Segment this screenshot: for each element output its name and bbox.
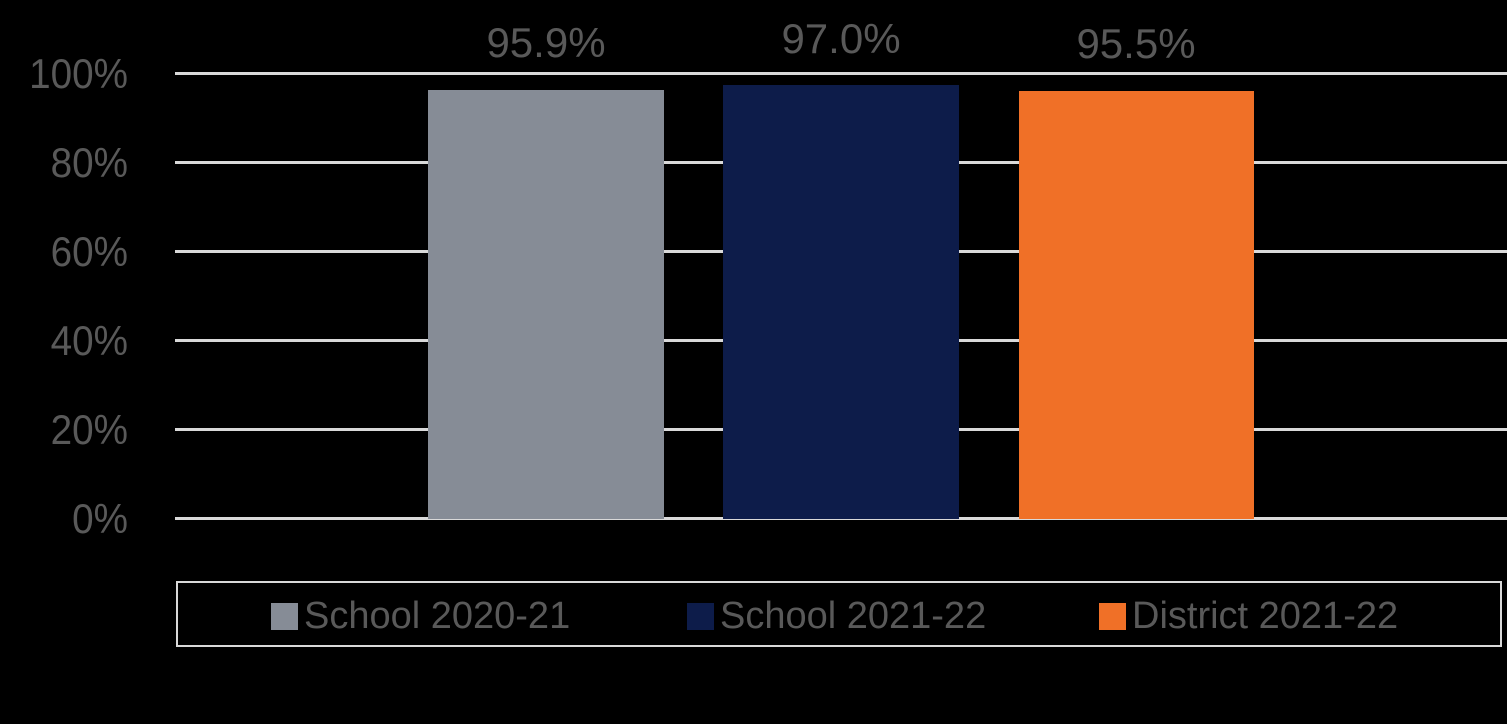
data-label-district-2021-22: 95.5% — [1076, 20, 1196, 67]
bar-school-2020-21 — [428, 90, 664, 519]
data-label-school-2020-21: 95.9% — [486, 19, 606, 66]
bar-school-2021-22 — [723, 85, 959, 519]
legend-label: School 2020-21 — [304, 595, 571, 637]
legend-swatch-gray — [271, 602, 298, 630]
data-label-school-2021-22: 97.0% — [781, 15, 901, 62]
bar-district-2021-22 — [1019, 91, 1254, 519]
legend-item-school-2021-22: School 2021-22 — [687, 583, 986, 649]
legend-label: School 2021-22 — [720, 595, 987, 637]
y-tick-100: 100% — [29, 50, 128, 97]
y-tick-40: 40% — [50, 317, 128, 364]
legend: School 2020-21 School 2021-22 District 2… — [176, 581, 1502, 647]
gridline-100 — [175, 72, 1507, 75]
legend-label: District 2021-22 — [1132, 595, 1399, 637]
legend-item-district-2021-22: District 2021-22 — [1099, 583, 1398, 649]
legend-swatch-orange — [1099, 602, 1126, 630]
y-tick-0: 0% — [72, 495, 128, 542]
y-tick-20: 20% — [50, 406, 128, 453]
y-tick-80: 80% — [50, 139, 128, 186]
legend-item-school-2020-21: School 2020-21 — [271, 583, 570, 649]
y-tick-60: 60% — [50, 228, 128, 275]
legend-swatch-navy — [687, 602, 714, 630]
